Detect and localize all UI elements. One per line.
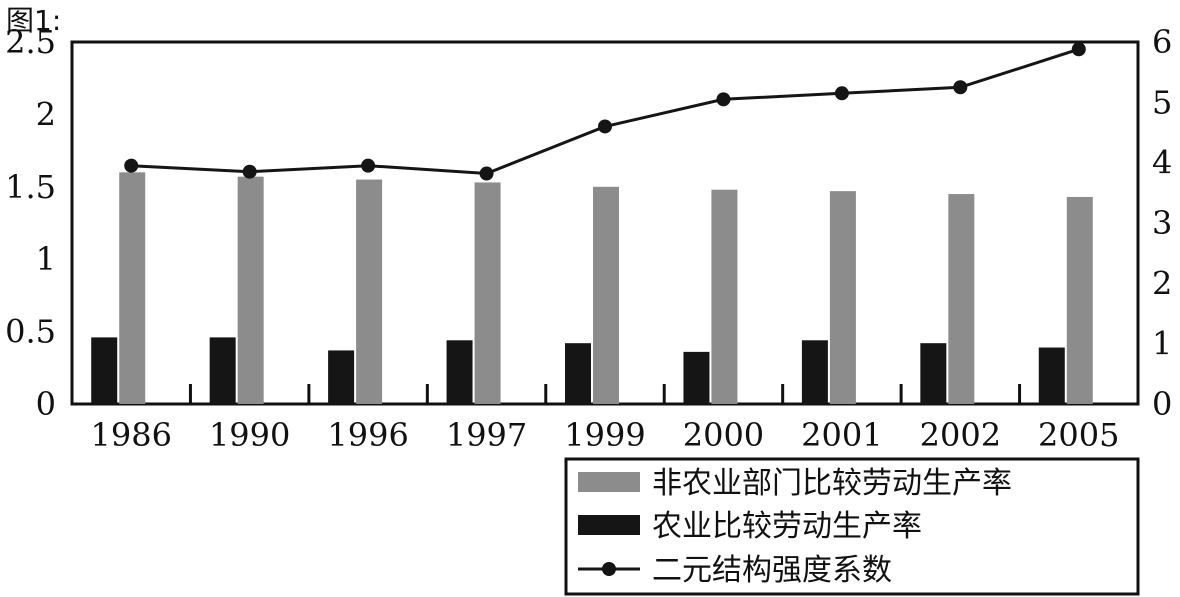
- y-left-tick-label: 2: [36, 95, 56, 133]
- y-left-ticks: 0 0.5 1 1.5 2 2.5: [5, 23, 56, 423]
- bar-agri-1999: [565, 343, 591, 404]
- y-right-tick-label: 6: [1152, 23, 1172, 61]
- y-right-tick-label: 2: [1152, 264, 1172, 302]
- x-labels: 1986 1990 1996 1997 1999 2000 2001 2002 2005: [91, 416, 1120, 454]
- y-right-tick-label: 5: [1152, 83, 1172, 121]
- x-tick-label: 2002: [920, 416, 1001, 454]
- y-right-tick-label: 0: [1152, 385, 1172, 423]
- y-left-tick-label: 1.5: [5, 168, 56, 206]
- x-tick-label: 2000: [683, 416, 764, 454]
- x-tick-label: 1999: [564, 416, 645, 454]
- bar-agri-1997: [446, 340, 473, 404]
- point-dual-2001: [834, 86, 849, 101]
- bar-nonagri-1999: [593, 186, 619, 404]
- point-dual-2002: [953, 80, 968, 95]
- legend-label-dual: 二元结构强度系数: [652, 553, 892, 588]
- bar-nonagri-1990: [237, 176, 264, 404]
- x-tick-label: 2001: [801, 416, 882, 454]
- bar-agri-1996: [328, 350, 355, 404]
- legend-swatch-agri: [578, 515, 640, 535]
- x-tick-label: 1986: [91, 416, 172, 454]
- x-tick-label: 1990: [209, 416, 290, 454]
- bar-agri-1986: [91, 337, 118, 404]
- y-right-ticks: 0 1 2 3 4 5 6: [1152, 23, 1172, 423]
- bar-nonagri-1986: [119, 172, 146, 404]
- bar-nonagri-1997: [474, 182, 501, 404]
- y-left-tick-label: 0: [36, 385, 56, 423]
- point-dual-1997: [479, 166, 494, 181]
- legend-label-nonagri: 非农业部门比较劳动生产率: [652, 466, 1012, 501]
- point-dual-1996: [361, 158, 376, 173]
- line-dual-structure: [131, 47, 1080, 176]
- bar-nonagri-2000: [711, 189, 738, 404]
- legend-swatch-nonagri: [578, 472, 640, 492]
- x-tick-label: 1996: [327, 416, 408, 454]
- point-dual-1986: [124, 158, 139, 173]
- bars-group: [91, 172, 1093, 404]
- point-dual-2000: [716, 92, 731, 107]
- point-dual-2005: [1071, 42, 1086, 57]
- point-dual-1999: [598, 119, 612, 134]
- point-dual-1990: [242, 164, 257, 179]
- y-right-tick-label: 1: [1152, 325, 1172, 363]
- y-left-tick-label: 1: [36, 240, 56, 278]
- bar-agri-2002: [920, 343, 947, 404]
- x-tick-label: 2005: [1038, 416, 1119, 454]
- bar-nonagri-2002: [948, 194, 975, 404]
- y-right-tick-label: 4: [1152, 144, 1172, 182]
- bar-agri-2005: [1038, 347, 1065, 404]
- x-ticks-group: [188, 384, 1022, 404]
- y-left-tick-label: 2.5: [5, 23, 56, 61]
- bar-nonagri-2001: [829, 191, 856, 404]
- legend-label-agri: 农业比较劳动生产率: [652, 509, 922, 544]
- bar-agri-1990: [209, 337, 236, 404]
- legend-box: [564, 457, 1140, 596]
- figure-label: 图1:: [6, 4, 61, 37]
- y-left-tick-label: 0.5: [5, 313, 56, 351]
- bar-nonagri-2005: [1066, 196, 1093, 404]
- bar-agri-2001: [801, 340, 828, 404]
- y-right-tick-label: 3: [1152, 204, 1172, 242]
- bar-agri-2000: [683, 351, 710, 404]
- bar-nonagri-1996: [356, 179, 383, 404]
- x-tick-label: 1997: [446, 416, 527, 454]
- legend-swatch-marker: [602, 562, 616, 576]
- line-group: [124, 42, 1086, 181]
